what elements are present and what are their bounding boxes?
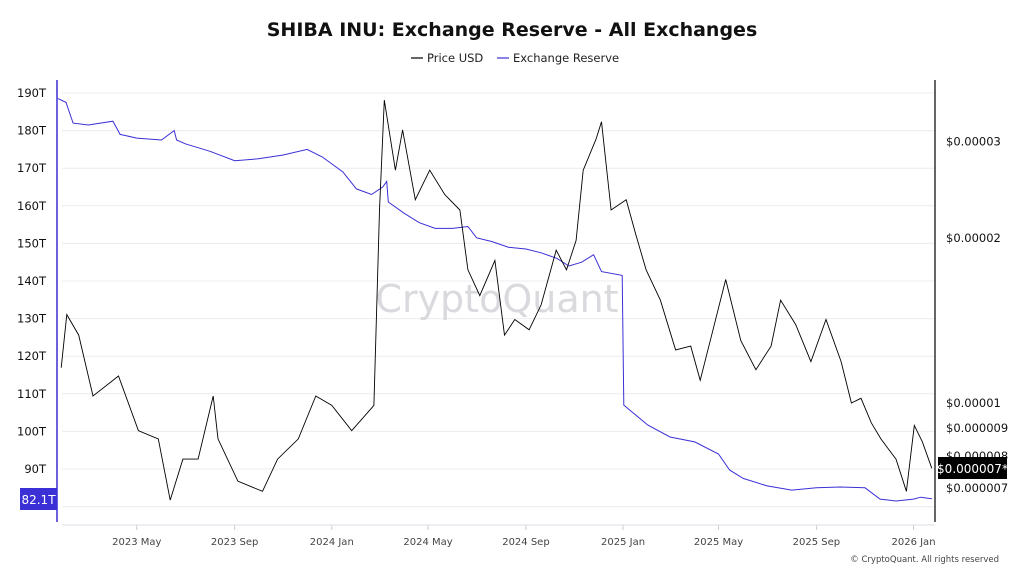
left-tick-label: 160T bbox=[17, 199, 47, 213]
legend-reserve-label[interactable]: Exchange Reserve bbox=[513, 51, 619, 65]
left-tick-label: 110T bbox=[17, 387, 47, 401]
left-tick-label: 190T bbox=[17, 86, 47, 100]
left-tick-label: 180T bbox=[17, 124, 47, 138]
left-tick-label: 140T bbox=[17, 274, 47, 288]
left-tick-label: 130T bbox=[17, 312, 47, 326]
x-tick-label: 2026 Jan bbox=[891, 537, 935, 548]
legend: Price USD Exchange Reserve bbox=[411, 51, 619, 65]
right-tick-label: $0.000009 bbox=[946, 421, 1008, 435]
left-tick-label: 90T bbox=[24, 462, 47, 476]
gridlines bbox=[62, 92, 935, 508]
x-tick-label: 2024 Jan bbox=[310, 537, 354, 548]
x-tick-label: 2025 May bbox=[694, 537, 743, 548]
x-tick-label: 2025 Jan bbox=[601, 537, 645, 548]
left-tick-label: 100T bbox=[17, 424, 47, 438]
right-tick-label: $0.00001 bbox=[946, 396, 1001, 410]
left-tick-label: 120T bbox=[17, 349, 47, 363]
x-tick-label: 2025 Sep bbox=[793, 537, 840, 548]
left-tick-label: 170T bbox=[17, 161, 47, 175]
right-current-value: $0.000007* bbox=[937, 462, 1008, 476]
chart-title: SHIBA INU: Exchange Reserve - All Exchan… bbox=[267, 19, 758, 41]
right-tick-label: $0.00002 bbox=[946, 231, 1001, 245]
legend-price-label[interactable]: Price USD bbox=[427, 51, 483, 65]
x-tick-label: 2023 May bbox=[112, 537, 161, 548]
right-tick-label: $0.00003 bbox=[946, 135, 1001, 149]
right-tick-label: $0.000007 bbox=[946, 481, 1008, 495]
x-tick-label: 2023 Sep bbox=[211, 537, 258, 548]
left-current-value: 82.1T bbox=[21, 493, 56, 507]
x-tick-label: 2024 Sep bbox=[502, 537, 549, 548]
right-current-badge: $0.000007* bbox=[937, 457, 1008, 479]
left-current-badge: 82.1T bbox=[20, 488, 57, 510]
right-axis-ticks: $0.00003 $0.00002 $0.00001 $0.000009 $0.0000… bbox=[946, 135, 1008, 495]
series-exchange-reserve-line bbox=[57, 98, 932, 502]
series-price-usd-line bbox=[60, 100, 933, 501]
copyright: © CryptoQuant. All rights reserved bbox=[850, 555, 999, 565]
left-axis-ticks: 190T 180T 170T 160T 150T 140T 130T 120T 110T 100T… bbox=[17, 86, 47, 476]
x-tick-label: 2024 May bbox=[403, 537, 452, 548]
watermark: CryptoQuant bbox=[375, 277, 618, 321]
left-tick-label: 150T bbox=[17, 236, 47, 250]
x-axis-ticks: 2023 May 2023 Sep 2024 Jan 2024 May 2024 Sep… bbox=[112, 525, 936, 548]
